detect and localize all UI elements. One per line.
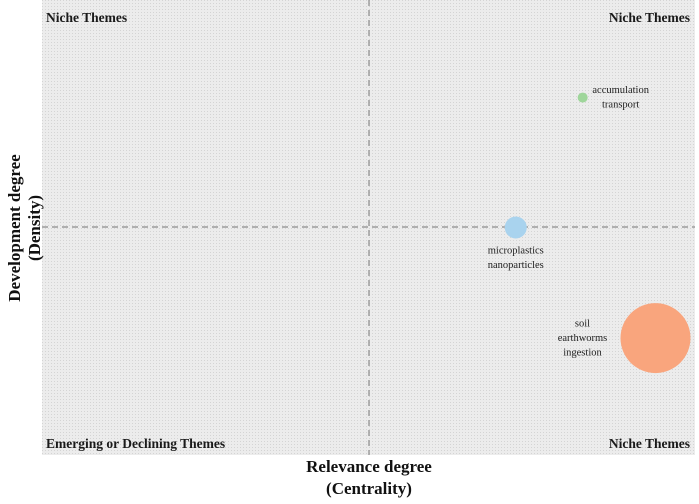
y-axis-title-line-1: Development degree <box>5 154 24 302</box>
quadrant-top-right-label: Niche Themes <box>609 10 690 25</box>
bubble-label-ingestion: ingestion <box>563 347 602 358</box>
bubble-label-transport: transport <box>602 100 639 111</box>
bubble-label-microplastics: microplastics <box>488 246 544 257</box>
x-axis-title: Relevance degree (Centrality) <box>306 457 432 498</box>
quadrant-bottom-left-label: Emerging or Declining Themes <box>46 436 225 451</box>
quadrant-bottom-right-label: Niche Themes <box>609 436 690 451</box>
bubble-layer: accumulation transport microplastics nanopa… <box>488 85 691 374</box>
bubble-label-accumulation: accumulation <box>592 85 649 96</box>
bubble-label-soil: soil <box>575 318 590 329</box>
x-axis-title-line-2: (Centrality) <box>326 479 412 498</box>
x-axis-title-line-1: Relevance degree <box>306 457 432 476</box>
y-axis-title-line-2: (Density) <box>25 195 44 261</box>
bubble-microplastics <box>504 216 527 239</box>
bubble-soil <box>620 303 691 374</box>
bubble-label-nanoparticles: nanoparticles <box>488 260 544 271</box>
quadrant-top-left-label: Niche Themes <box>46 10 127 25</box>
bubble-accumulation <box>577 92 588 103</box>
y-axis-title: Development degree (Density) <box>5 154 44 302</box>
bubble-label-earthworms: earthworms <box>558 333 608 344</box>
